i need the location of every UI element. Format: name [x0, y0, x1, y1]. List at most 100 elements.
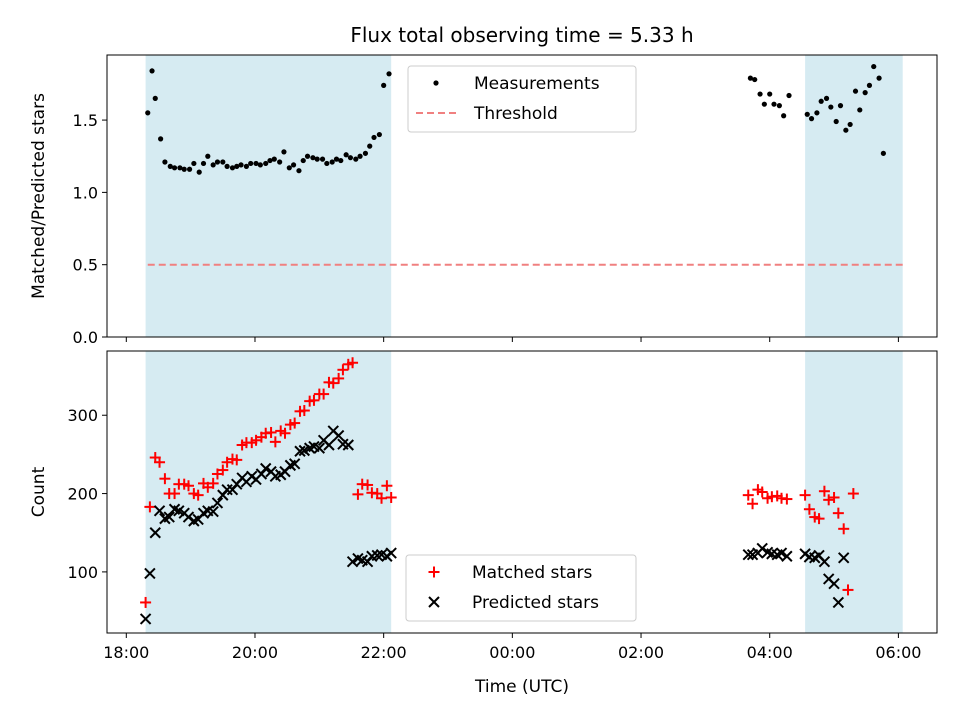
legend-swatch — [433, 80, 439, 86]
data-point — [211, 497, 224, 509]
data-point — [182, 480, 194, 492]
data-point — [207, 477, 219, 489]
marker-stroke — [139, 613, 152, 625]
data-point — [234, 163, 240, 169]
marker-stroke — [775, 547, 788, 559]
data-point — [781, 550, 793, 562]
data-point — [813, 513, 825, 525]
data-point — [329, 159, 335, 165]
data-point — [843, 127, 849, 133]
data-point — [837, 552, 850, 564]
series-matched-stars — [140, 357, 859, 608]
marker-stroke — [168, 503, 181, 515]
data-point — [347, 357, 359, 369]
data-point — [786, 92, 792, 99]
data-point — [381, 82, 387, 88]
data-point — [327, 377, 339, 389]
data-point — [296, 168, 302, 174]
panel-1: 0.0 0.5 1.0 1.5 Matched/Predicted stars Measu… — [29, 54, 938, 347]
data-point — [144, 501, 156, 513]
data-point — [144, 567, 156, 580]
data-point — [279, 427, 291, 439]
marker-stroke — [337, 438, 349, 450]
data-point — [747, 498, 759, 510]
y-tick-label: 200 — [67, 485, 98, 504]
data-point — [775, 547, 788, 559]
data-point — [799, 489, 811, 501]
data-point — [347, 155, 354, 161]
data-point — [828, 104, 834, 110]
data-point — [337, 364, 349, 376]
y-tick-label: 0.0 — [73, 328, 98, 347]
data-point — [182, 511, 195, 523]
x-tick-label: 20:00 — [232, 643, 278, 662]
data-point — [290, 162, 297, 168]
marker-stroke — [144, 567, 156, 580]
marker-stroke — [822, 573, 835, 585]
data-point — [880, 150, 886, 156]
data-point — [314, 156, 320, 162]
marker-stroke — [163, 511, 175, 523]
data-point — [271, 156, 277, 162]
x-tick-label: 22:00 — [361, 643, 407, 662]
x-tick-label: 00:00 — [489, 643, 535, 662]
panel-2: 100 200 300 18:00 20:00 22:00 00:00 02:00 04:00 0… — [29, 350, 938, 662]
data-point — [362, 150, 369, 156]
y-axis-label: Matched/Predicted stars — [29, 93, 49, 299]
data-point — [866, 82, 873, 88]
data-point — [747, 75, 754, 81]
data-point — [231, 454, 243, 466]
data-point — [265, 426, 277, 438]
data-point — [352, 488, 364, 500]
plot-frame — [106, 350, 938, 634]
data-point — [756, 486, 768, 498]
legend-swatch — [428, 566, 440, 578]
data-point — [742, 548, 754, 561]
marker-stroke — [153, 505, 166, 517]
data-point — [224, 163, 230, 169]
data-point — [196, 169, 202, 175]
marker-stroke — [756, 542, 768, 555]
data-point — [871, 63, 877, 70]
legend: Measurements Threshold — [407, 65, 637, 133]
marker-stroke — [428, 596, 440, 608]
x-tick-label: 06:00 — [875, 643, 921, 662]
data-point — [828, 491, 840, 503]
marker-stroke — [342, 439, 354, 451]
data-point — [253, 160, 259, 167]
data-point — [200, 160, 207, 167]
data-point — [338, 157, 344, 164]
data-point — [386, 71, 392, 77]
data-point — [808, 116, 815, 122]
data-point — [876, 75, 882, 81]
x-tick-label: 02:00 — [618, 643, 664, 662]
data-point — [288, 458, 301, 470]
marker-stroke — [346, 556, 359, 568]
data-point — [294, 445, 306, 457]
data-point — [823, 95, 830, 101]
data-point — [838, 523, 850, 535]
marker-stroke — [202, 505, 214, 517]
data-point — [837, 103, 844, 109]
marker-stroke — [742, 548, 754, 561]
marker-stroke — [356, 554, 368, 566]
data-point — [158, 136, 164, 142]
data-point — [757, 91, 763, 97]
data-point — [181, 166, 187, 172]
chart-title: Flux total observing time = 5.33 h — [350, 23, 693, 47]
data-point — [205, 153, 211, 159]
data-point — [852, 88, 859, 94]
data-point — [192, 489, 204, 501]
data-point — [828, 577, 840, 590]
data-point — [823, 494, 835, 506]
panels: 0.0 0.5 1.0 1.5 Matched/Predicted stars Measu… — [29, 54, 938, 662]
data-point — [159, 473, 171, 485]
marker-stroke — [832, 596, 845, 609]
data-point — [214, 159, 221, 165]
data-point — [833, 118, 839, 125]
marker-stroke — [813, 549, 825, 562]
data-point — [139, 613, 152, 625]
marker-stroke — [818, 556, 831, 568]
data-point — [153, 505, 166, 517]
data-point — [761, 101, 767, 107]
